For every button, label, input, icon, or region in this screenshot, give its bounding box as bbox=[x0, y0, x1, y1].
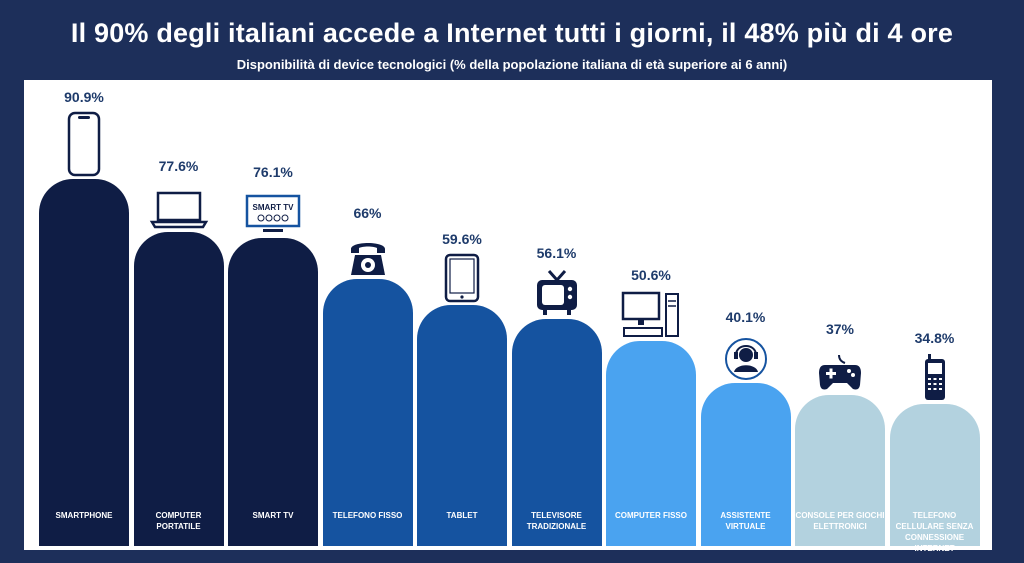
category-label: TELEFONO CELLULARE SENZA CONNESSIONE INT… bbox=[895, 511, 974, 553]
bar-2 bbox=[133, 232, 224, 546]
smart-tv-icon: SMART TV bbox=[228, 184, 318, 236]
bar-3 bbox=[228, 238, 318, 546]
tv-icon bbox=[512, 265, 602, 317]
bar-1 bbox=[39, 179, 129, 546]
value-label: 37% bbox=[825, 321, 855, 338]
bar-8 bbox=[700, 382, 791, 546]
value-label: 40.1% bbox=[725, 308, 766, 325]
category-label: TELEVISORE TRADIZIONALE bbox=[526, 511, 587, 531]
bar-6 bbox=[511, 318, 602, 546]
telephone-icon bbox=[323, 225, 413, 277]
gamepad-icon bbox=[795, 341, 885, 393]
svg-text:SMART TV: SMART TV bbox=[253, 203, 295, 212]
laptop-icon bbox=[134, 178, 224, 230]
value-label: 90.9% bbox=[64, 89, 104, 105]
bar-10 bbox=[889, 404, 980, 546]
category-label: ASSISTENTE VIRTUALE bbox=[720, 511, 771, 531]
category-label: TABLET bbox=[446, 511, 478, 520]
page-subtitle: Disponibilità di device tecnologici (% d… bbox=[236, 57, 788, 72]
bar-4 bbox=[322, 278, 413, 546]
bar-chart: SMARTPHONE 90.9% COMPUTER PORTATILE 77.6% SM… bbox=[24, 80, 992, 553]
category-label: COMPUTER PORTATILE bbox=[155, 511, 202, 531]
value-label: 56.1% bbox=[536, 244, 577, 261]
value-label: 34.8% bbox=[914, 330, 955, 346]
value-label: 66% bbox=[353, 204, 382, 221]
category-label: SMARTPHONE bbox=[55, 511, 113, 520]
category-label: CONSOLE PER GIOCHI ELETTRONICI bbox=[795, 511, 885, 531]
cellphone-icon bbox=[890, 350, 980, 402]
value-label: 59.6% bbox=[442, 230, 482, 247]
value-label: 50.6% bbox=[631, 266, 671, 283]
value-label: 77.6% bbox=[158, 158, 199, 175]
desktop-computer-icon bbox=[606, 287, 696, 339]
assistant-icon bbox=[701, 329, 791, 381]
bar-7 bbox=[606, 340, 696, 546]
category-label: COMPUTER FISSO bbox=[614, 511, 687, 520]
chart-panel: SMARTPHONE 90.9% COMPUTER PORTATILE 77.6% SM… bbox=[24, 80, 992, 553]
value-label: 76.1% bbox=[253, 164, 293, 181]
bar-5 bbox=[417, 304, 507, 546]
page-title: Il 90% degli italiani accede a Internet … bbox=[70, 18, 954, 48]
smartphone-icon bbox=[39, 109, 129, 177]
tablet-icon bbox=[417, 251, 507, 303]
bar-9 bbox=[795, 395, 885, 546]
category-label: TELEFONO FISSO bbox=[332, 511, 403, 520]
category-label: SMART TV bbox=[252, 511, 294, 520]
